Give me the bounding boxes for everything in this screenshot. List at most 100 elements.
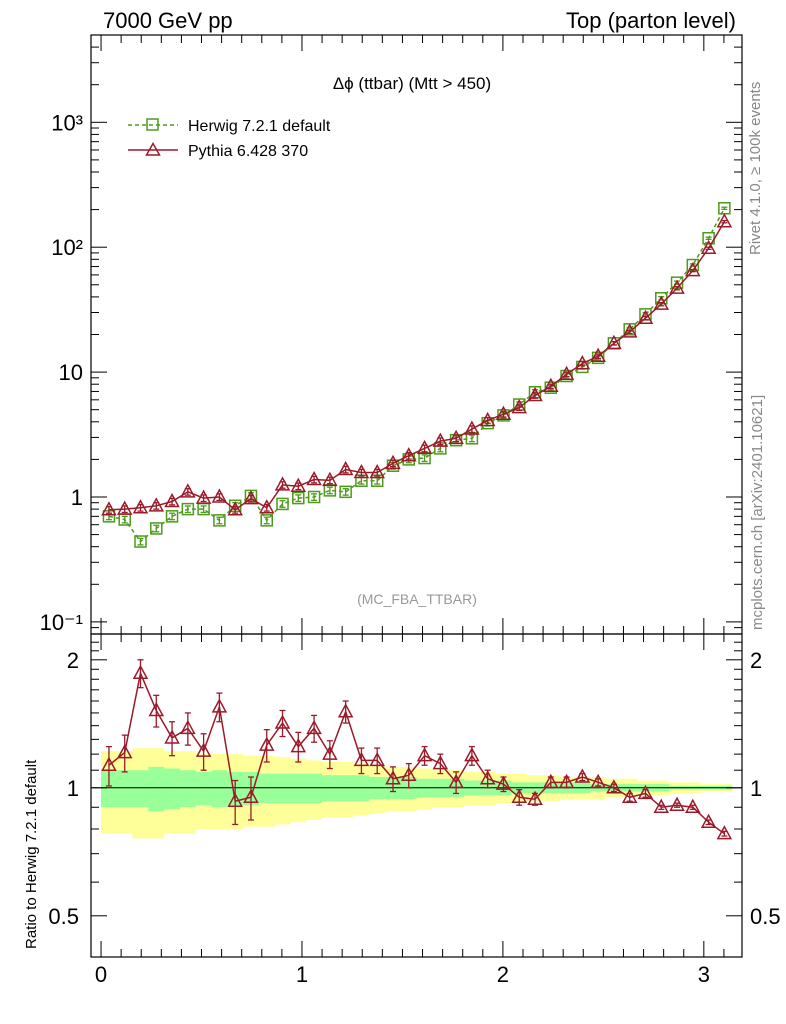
header-left: 7000 GeV pp [103, 8, 233, 33]
ratio-point [211, 698, 228, 713]
pythia-point [274, 476, 291, 491]
pythia-point [653, 295, 670, 310]
pythia-point [527, 386, 543, 402]
ratio-ytick-label-left: 0.5 [48, 904, 79, 929]
ratio-point [653, 798, 670, 814]
pythia-point [621, 323, 638, 338]
ratio-point [511, 788, 527, 804]
ratio-point [416, 747, 433, 762]
x-tick-label: 2 [497, 962, 509, 987]
legend-herwig-label: Herwig 7.2.1 default [188, 118, 331, 135]
pythia-point [495, 405, 512, 420]
herwig-point [339, 485, 352, 499]
main-data-layer [101, 202, 733, 548]
ratio-point [132, 664, 149, 679]
ratio-ytick-label-right: 2 [750, 648, 762, 673]
herwig-point [276, 497, 289, 511]
ratio-point [685, 798, 701, 814]
legend-herwig-marker [146, 118, 159, 131]
pythia-point [700, 239, 717, 255]
herwig-point [292, 491, 305, 505]
ratio-point [243, 788, 259, 804]
main-ticks: 10⁻¹ 1 10 10² 10³ [40, 34, 742, 635]
pythia-point [716, 213, 733, 228]
main-title: Δϕ (ttbar) (Mtt > 450) [333, 74, 491, 93]
pythia-point [448, 429, 464, 445]
ratio-point [479, 770, 496, 785]
ratio-point [227, 792, 243, 807]
ratio-point [116, 744, 133, 759]
ratio-point [353, 751, 370, 767]
ratio-ytick-label-right: 0.5 [750, 904, 781, 929]
main-panel: 10⁻¹ 1 10 10² 10³ Δϕ (ttbar) (Mtt > 450) (MC… [40, 34, 743, 635]
ratio-data-layer [101, 659, 733, 840]
ratio-point [590, 773, 606, 789]
pythia-point [353, 463, 370, 479]
ratio-point [558, 773, 575, 789]
x-tick-label: 1 [296, 962, 308, 987]
ratio-point [258, 736, 275, 751]
legend-pythia-marker [145, 141, 161, 156]
pythia-point [116, 500, 133, 515]
pythia-point [290, 477, 307, 492]
ratio-point [527, 790, 543, 805]
pythia-point [322, 471, 338, 487]
pythia-point [306, 470, 322, 486]
ratio-point [306, 719, 322, 735]
herwig-point [418, 451, 431, 465]
herwig-point [497, 409, 510, 422]
pythia-point [543, 377, 559, 393]
ratio-frame [90, 633, 743, 958]
x-tick-label: 3 [698, 962, 710, 987]
ratio-point [101, 756, 117, 771]
ratio-ticks: 0.5 0.5 1 1 2 2 [48, 35, 781, 958]
pythia-point [479, 411, 496, 427]
ratio-point [464, 747, 480, 762]
ratio-point [148, 701, 165, 717]
mcplots-source: mcplots.cern.ch [arXiv:2401.10621] [749, 395, 766, 630]
ratio-point [290, 738, 307, 753]
ratio-point [637, 784, 654, 800]
pythia-point [558, 365, 575, 381]
ratio-point [669, 796, 685, 811]
ratio-point [322, 745, 338, 760]
header-right: Top (parton level) [566, 8, 736, 33]
pythia-point [227, 501, 243, 516]
ratio-ytick-label-left: 2 [67, 648, 79, 673]
pythia-point [337, 460, 354, 476]
pythia-point [590, 347, 606, 362]
herwig-point [544, 381, 558, 394]
pythia-point [669, 279, 685, 294]
pythia-point [211, 488, 228, 503]
pythia-point [101, 501, 117, 516]
herwig-point [181, 502, 195, 516]
pythia-point [385, 454, 401, 470]
analysis-name: (MC_FBA_TTBAR) [357, 591, 477, 607]
herwig-point [213, 514, 226, 527]
herwig-line [108, 207, 726, 543]
legend: Herwig 7.2.1 default Pythia 6.428 370 [128, 118, 331, 160]
pythia-point [416, 439, 433, 455]
main-ytick-label: 10³ [51, 110, 83, 135]
legend-pythia-label: Pythia 6.428 370 [188, 143, 308, 160]
ratio-point [180, 719, 196, 735]
pythia-point [606, 334, 622, 350]
main-ytick-label: 10² [51, 235, 83, 260]
herwig-point [134, 535, 147, 548]
main-ytick-label: 10 [59, 360, 83, 385]
ratio-point [574, 768, 591, 783]
ratio-point [495, 775, 512, 790]
herwig-point [260, 514, 273, 527]
main-ytick-label: 1 [71, 485, 83, 510]
ratio-point [543, 773, 559, 789]
ratio-point [700, 813, 717, 828]
ratio-ytick-label-left: 1 [67, 776, 79, 801]
pythia-point [432, 432, 449, 447]
ratio-pythia-line [108, 670, 725, 835]
pythia-point [243, 490, 259, 505]
ratio-point [195, 742, 212, 757]
ratio-point [401, 766, 417, 782]
pythia-point [511, 398, 527, 414]
pythia-point [369, 463, 385, 479]
